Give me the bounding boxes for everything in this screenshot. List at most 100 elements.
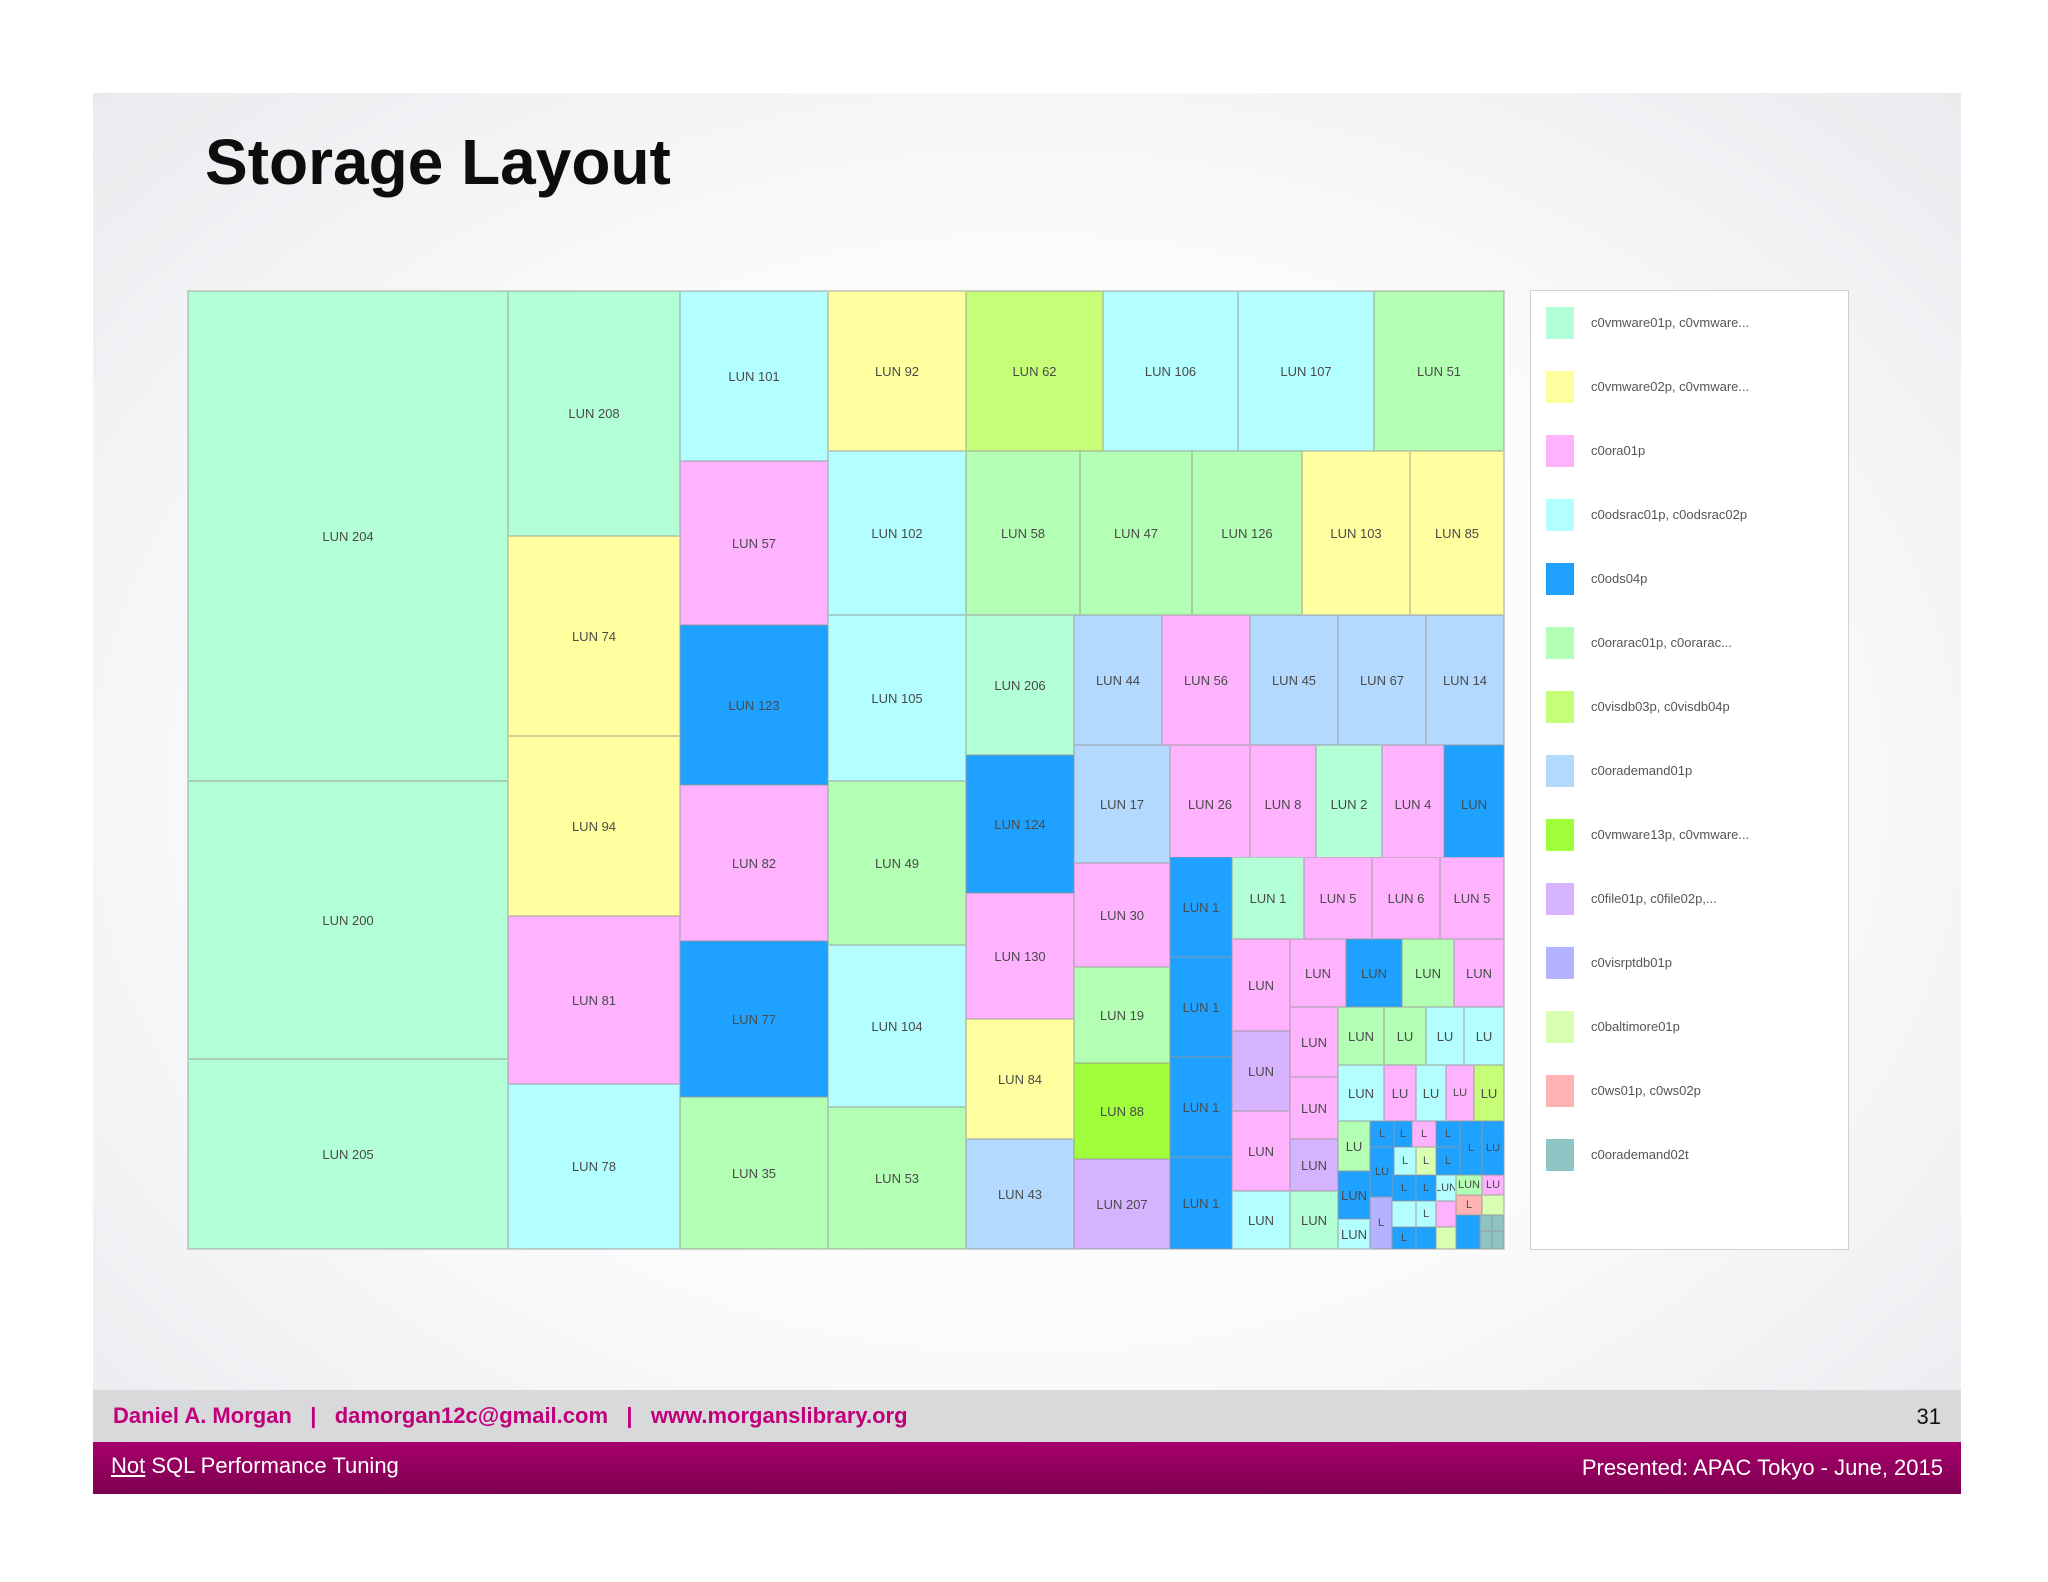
treemap-tile: LUN — [1454, 939, 1504, 1007]
treemap-tile: LU — [1482, 1175, 1504, 1195]
treemap-tile: LUN — [1290, 1191, 1338, 1249]
treemap-tile — [1480, 1231, 1492, 1249]
presented-info: Presented: APAC Tokyo - June, 2015 — [1581, 1455, 1943, 1480]
treemap-tile: LUN 30 — [1074, 863, 1170, 967]
legend-label: c0visrptdb01p — [1591, 955, 1672, 970]
bottom-bar: Not SQL Performance Tuning Presented: AP… — [93, 1442, 1961, 1494]
legend-swatch — [1546, 883, 1574, 915]
treemap-tile: LUN 103 — [1302, 451, 1410, 615]
treemap-tile — [1392, 1201, 1416, 1227]
legend-label: c0vmware01p, c0vmware... — [1591, 315, 1750, 330]
treemap-tile: LUN 88 — [1074, 1063, 1170, 1159]
treemap-tile: LUN — [1436, 1175, 1456, 1201]
treemap-tile: LUN — [1402, 939, 1454, 1007]
treemap-tile: LUN 206 — [966, 615, 1074, 755]
legend-label: c0ods04p — [1591, 571, 1648, 586]
treemap-tile: LUN — [1444, 745, 1504, 863]
treemap-tile — [1436, 1227, 1456, 1249]
treemap-tile: LUN 19 — [1074, 967, 1170, 1063]
legend-label: c0ws01p, c0ws02p — [1591, 1083, 1701, 1098]
treemap-tile: LUN 44 — [1074, 615, 1162, 745]
legend-item: c0vmware02p, c0vmware... — [1546, 371, 1836, 403]
treemap-tile: LUN 8 — [1250, 745, 1316, 863]
treemap-tile: LUN 6 — [1372, 857, 1440, 939]
treemap-tile — [1416, 1227, 1436, 1249]
treemap-tile: LUN — [1290, 1077, 1338, 1139]
treemap-tile — [1492, 1215, 1504, 1231]
treemap-tile: LUN 2 — [1316, 745, 1382, 863]
treemap-tile: L — [1436, 1121, 1460, 1147]
deck-title: Not SQL Performance Tuning — [111, 1453, 399, 1479]
treemap-tile: LU — [1416, 1065, 1446, 1121]
treemap-tile: LUN 49 — [828, 781, 966, 945]
legend-item: c0ora01p — [1546, 435, 1836, 467]
treemap-tile: LUN 205 — [188, 1059, 508, 1249]
legend-swatch — [1546, 307, 1574, 339]
treemap-tile: LUN 92 — [828, 291, 966, 451]
treemap-tile: LUN 123 — [680, 625, 828, 785]
legend-item: c0orademand02t — [1546, 1139, 1836, 1171]
treemap-tile: LUN — [1456, 1175, 1482, 1195]
treemap-tile: LUN — [1338, 1065, 1384, 1121]
treemap-tile: LUN 78 — [508, 1084, 680, 1249]
treemap-tile: L — [1456, 1195, 1482, 1215]
legend-swatch — [1546, 691, 1574, 723]
treemap-tile: LUN 77 — [680, 941, 828, 1097]
treemap-tile: LUN 1 — [1170, 857, 1232, 957]
treemap-tile: L — [1416, 1175, 1436, 1201]
chart-legend: c0vmware01p, c0vmware... c0vmware02p, c0v… — [1530, 290, 1849, 1250]
legend-item: c0vmware13p, c0vmware... — [1546, 819, 1836, 851]
legend-swatch — [1546, 499, 1574, 531]
legend-label: c0ora01p — [1591, 443, 1646, 458]
treemap-tile: LUN — [1290, 1007, 1338, 1077]
treemap-tile: LUN — [1232, 1031, 1290, 1111]
treemap-tile: LUN 56 — [1162, 615, 1250, 745]
legend-item: c0ods04p — [1546, 563, 1836, 595]
legend-swatch — [1546, 1075, 1574, 1107]
treemap-tile: LUN 207 — [1074, 1159, 1170, 1249]
treemap-tile: LUN 67 — [1338, 615, 1426, 745]
treemap-tile: LUN 57 — [680, 461, 828, 625]
page-number: 31 — [1916, 1404, 1941, 1429]
legend-item: c0visrptdb01p — [1546, 947, 1836, 979]
treemap-tile — [1480, 1215, 1492, 1231]
treemap-tile: L — [1392, 1227, 1416, 1249]
legend-label: c0vmware13p, c0vmware... — [1591, 827, 1750, 842]
legend-label: c0orarac01p, c0orarac... — [1591, 635, 1732, 650]
author-contact-line: Daniel A. Morgan | damorgan12c@gmail.com… — [113, 1403, 908, 1428]
legend-item: c0file01p, c0file02p,... — [1546, 883, 1836, 915]
treemap-tile: LUN 105 — [828, 615, 966, 781]
treemap-tile: L — [1370, 1121, 1394, 1147]
legend-swatch — [1546, 819, 1574, 851]
treemap-tile: LUN 5 — [1304, 857, 1372, 939]
legend-swatch — [1546, 563, 1574, 595]
treemap-tile — [1482, 1195, 1504, 1215]
treemap-tile: LUN 5 — [1440, 857, 1504, 939]
treemap-tile: L — [1370, 1197, 1392, 1249]
treemap-tile: L — [1416, 1201, 1436, 1227]
legend-item: c0baltimore01p — [1546, 1011, 1836, 1043]
treemap-tile: LUN — [1232, 1191, 1290, 1249]
treemap-tile: LUN 107 — [1238, 291, 1374, 451]
legend-item: c0vmware01p, c0vmware... — [1546, 307, 1836, 339]
treemap-tile: LUN — [1290, 1139, 1338, 1191]
treemap-tile: LUN 82 — [680, 785, 828, 941]
treemap-tile: LUN — [1338, 1219, 1370, 1249]
treemap-tile: LUN 85 — [1410, 451, 1504, 615]
legend-item: c0orademand01p — [1546, 755, 1836, 787]
treemap-tile: LUN 35 — [680, 1097, 828, 1249]
legend-swatch — [1546, 1011, 1574, 1043]
legend-label: c0orademand01p — [1591, 763, 1693, 778]
treemap-tile: LU — [1464, 1007, 1504, 1065]
treemap-tile: LUN 102 — [828, 451, 966, 615]
deck-title-not: Not — [111, 1453, 146, 1478]
treemap-tile: L — [1416, 1147, 1436, 1175]
treemap-tile: L — [1392, 1175, 1416, 1201]
treemap-tile: LUN 47 — [1080, 451, 1192, 615]
legend-item: c0ws01p, c0ws02p — [1546, 1075, 1836, 1107]
legend-label: c0orademand02t — [1591, 1147, 1689, 1162]
treemap-tile: LUN 14 — [1426, 615, 1504, 745]
treemap-tile: LU — [1338, 1121, 1370, 1171]
slide-title: Storage Layout — [205, 126, 671, 198]
legend-swatch — [1546, 755, 1574, 787]
